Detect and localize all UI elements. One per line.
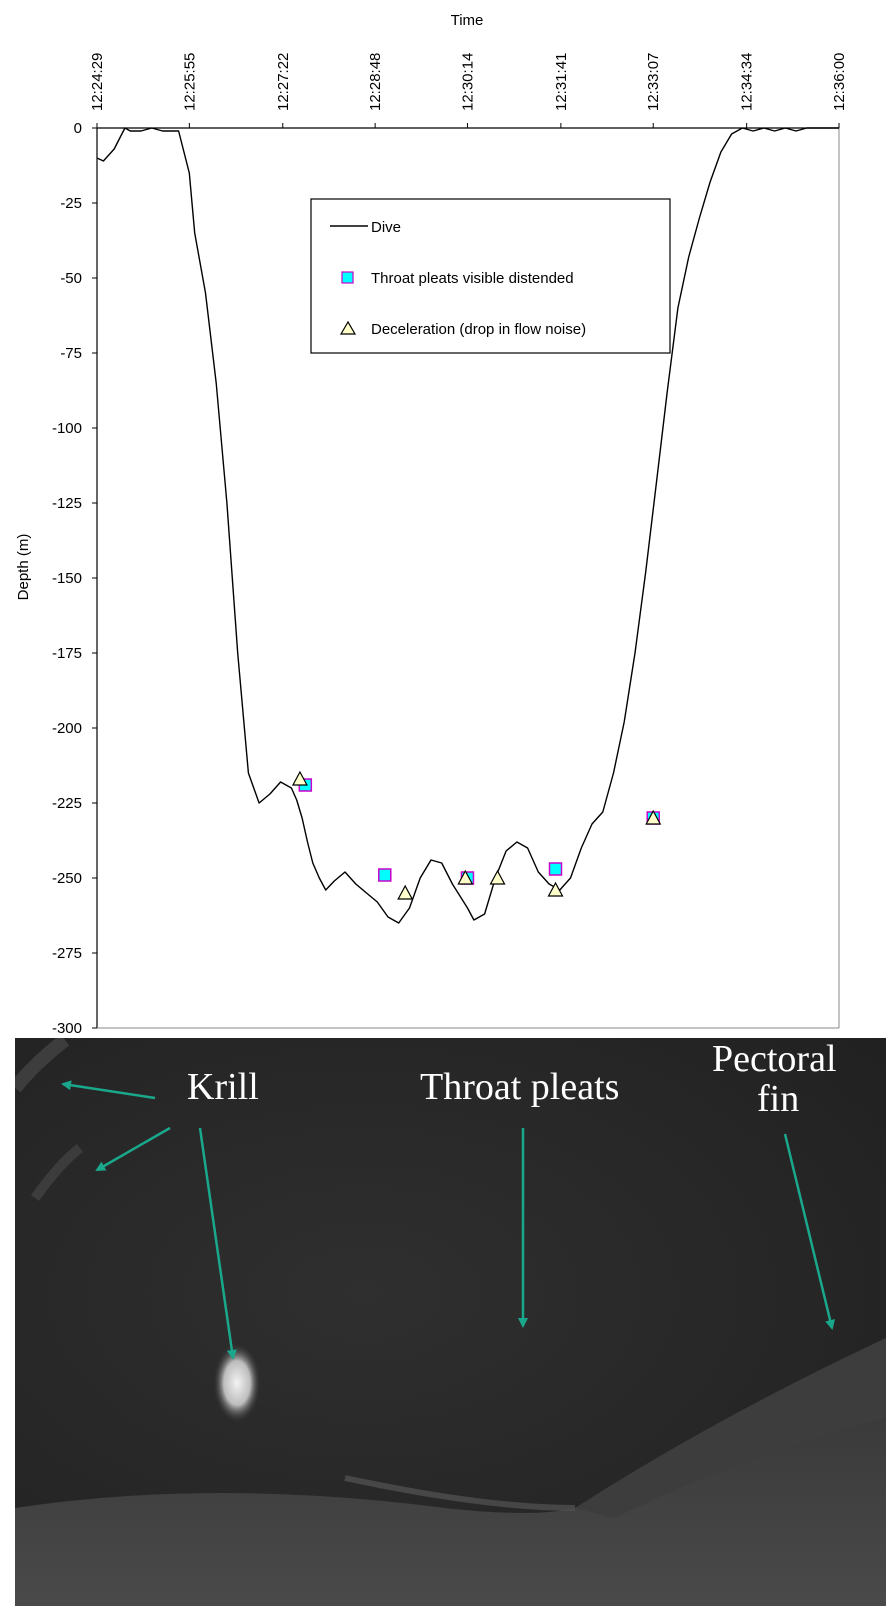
x-axis-ticks: 12:24:29 12:25:55 12:27:22 12:28:48 12:30:14… <box>89 53 848 128</box>
y-tick-label: -200 <box>52 720 82 737</box>
pectoral-fin-shape <box>575 1338 886 1518</box>
pectoral-fin-arrow <box>783 1133 835 1330</box>
y-tick-label: -100 <box>52 420 82 437</box>
y-tick-label: -225 <box>52 795 82 812</box>
legend-decel-label: Deceleration (drop in flow noise) <box>371 321 586 338</box>
y-axis-title: Depth (m) <box>15 534 32 601</box>
throat-pleats-label: Throat pleats <box>420 1066 620 1108</box>
throat-pleat-marker <box>548 862 563 876</box>
krill-arrow-1 <box>61 1080 156 1100</box>
deceleration-marker <box>645 809 662 825</box>
legend-throat-swatch <box>341 271 354 284</box>
legend-throat-label: Throat pleats visible distended <box>371 270 574 287</box>
x-tick-label: 12:31:41 <box>553 53 570 111</box>
deceleration-marker <box>397 884 414 900</box>
x-tick-label: 12:30:14 <box>459 53 476 111</box>
y-tick-label: -75 <box>60 345 82 362</box>
x-axis-title: Time <box>451 12 484 29</box>
y-tick-label: 0 <box>74 120 82 137</box>
y-tick-label: -25 <box>60 195 82 212</box>
y-tick-label: -50 <box>60 270 82 287</box>
legend-decel-swatch <box>339 320 357 335</box>
x-tick-label: 12:33:07 <box>645 53 662 111</box>
throat-pleat-ridge <box>344 1475 576 1511</box>
x-tick-label: 12:27:22 <box>275 53 292 111</box>
deceleration-marker <box>291 770 308 786</box>
legend-dive-label: Dive <box>371 219 401 236</box>
x-tick-label: 12:36:00 <box>831 53 848 111</box>
x-tick-label: 12:34:34 <box>739 53 756 111</box>
y-tick-label: -175 <box>52 645 82 662</box>
series-layer <box>96 127 839 924</box>
x-tick-label: 12:24:29 <box>89 53 106 111</box>
legend-box <box>310 198 671 354</box>
krill-arrow-3 <box>198 1127 237 1360</box>
y-tick-label: -250 <box>52 870 82 887</box>
y-tick-label: -275 <box>52 945 82 962</box>
y-tick-label: -300 <box>52 1020 82 1037</box>
plot-area <box>96 127 840 1029</box>
y-tick-label: -150 <box>52 570 82 587</box>
x-tick-label: 12:28:48 <box>367 53 384 111</box>
y-tick-label: -125 <box>52 495 82 512</box>
underwater-photo: Krill Throat pleats Pectoral fin <box>15 1038 886 1606</box>
pectoral-fin-label-line2: fin <box>757 1078 800 1120</box>
dive-line <box>96 127 839 924</box>
krill-streak-top <box>15 1038 70 1093</box>
whale-body-floor <box>15 1418 886 1606</box>
x-tick-label: 12:25:55 <box>181 53 198 111</box>
pectoral-fin-label-line1: Pectoral <box>712 1038 837 1080</box>
deceleration-marker <box>489 869 506 885</box>
krill-streak-left <box>30 1144 84 1201</box>
krill-blob <box>213 1343 261 1423</box>
deceleration-marker <box>457 869 474 885</box>
deceleration-marker <box>547 881 564 897</box>
legend: Dive Throat pleats visible distended Dec… <box>310 198 671 354</box>
krill-arrow-2 <box>95 1126 171 1172</box>
throat-pleat-marker <box>378 868 392 882</box>
y-axis-ticks: 0 -25 -50 -75 -100 -125 -150 -175 -200 -225 -250 -2… <box>52 120 97 1037</box>
dive-depth-chart: Time Depth (m) 12:24:29 12:25:55 12:27:22 1… <box>15 12 848 1037</box>
krill-label: Krill <box>187 1066 259 1108</box>
photo-drawing <box>15 1038 886 1606</box>
